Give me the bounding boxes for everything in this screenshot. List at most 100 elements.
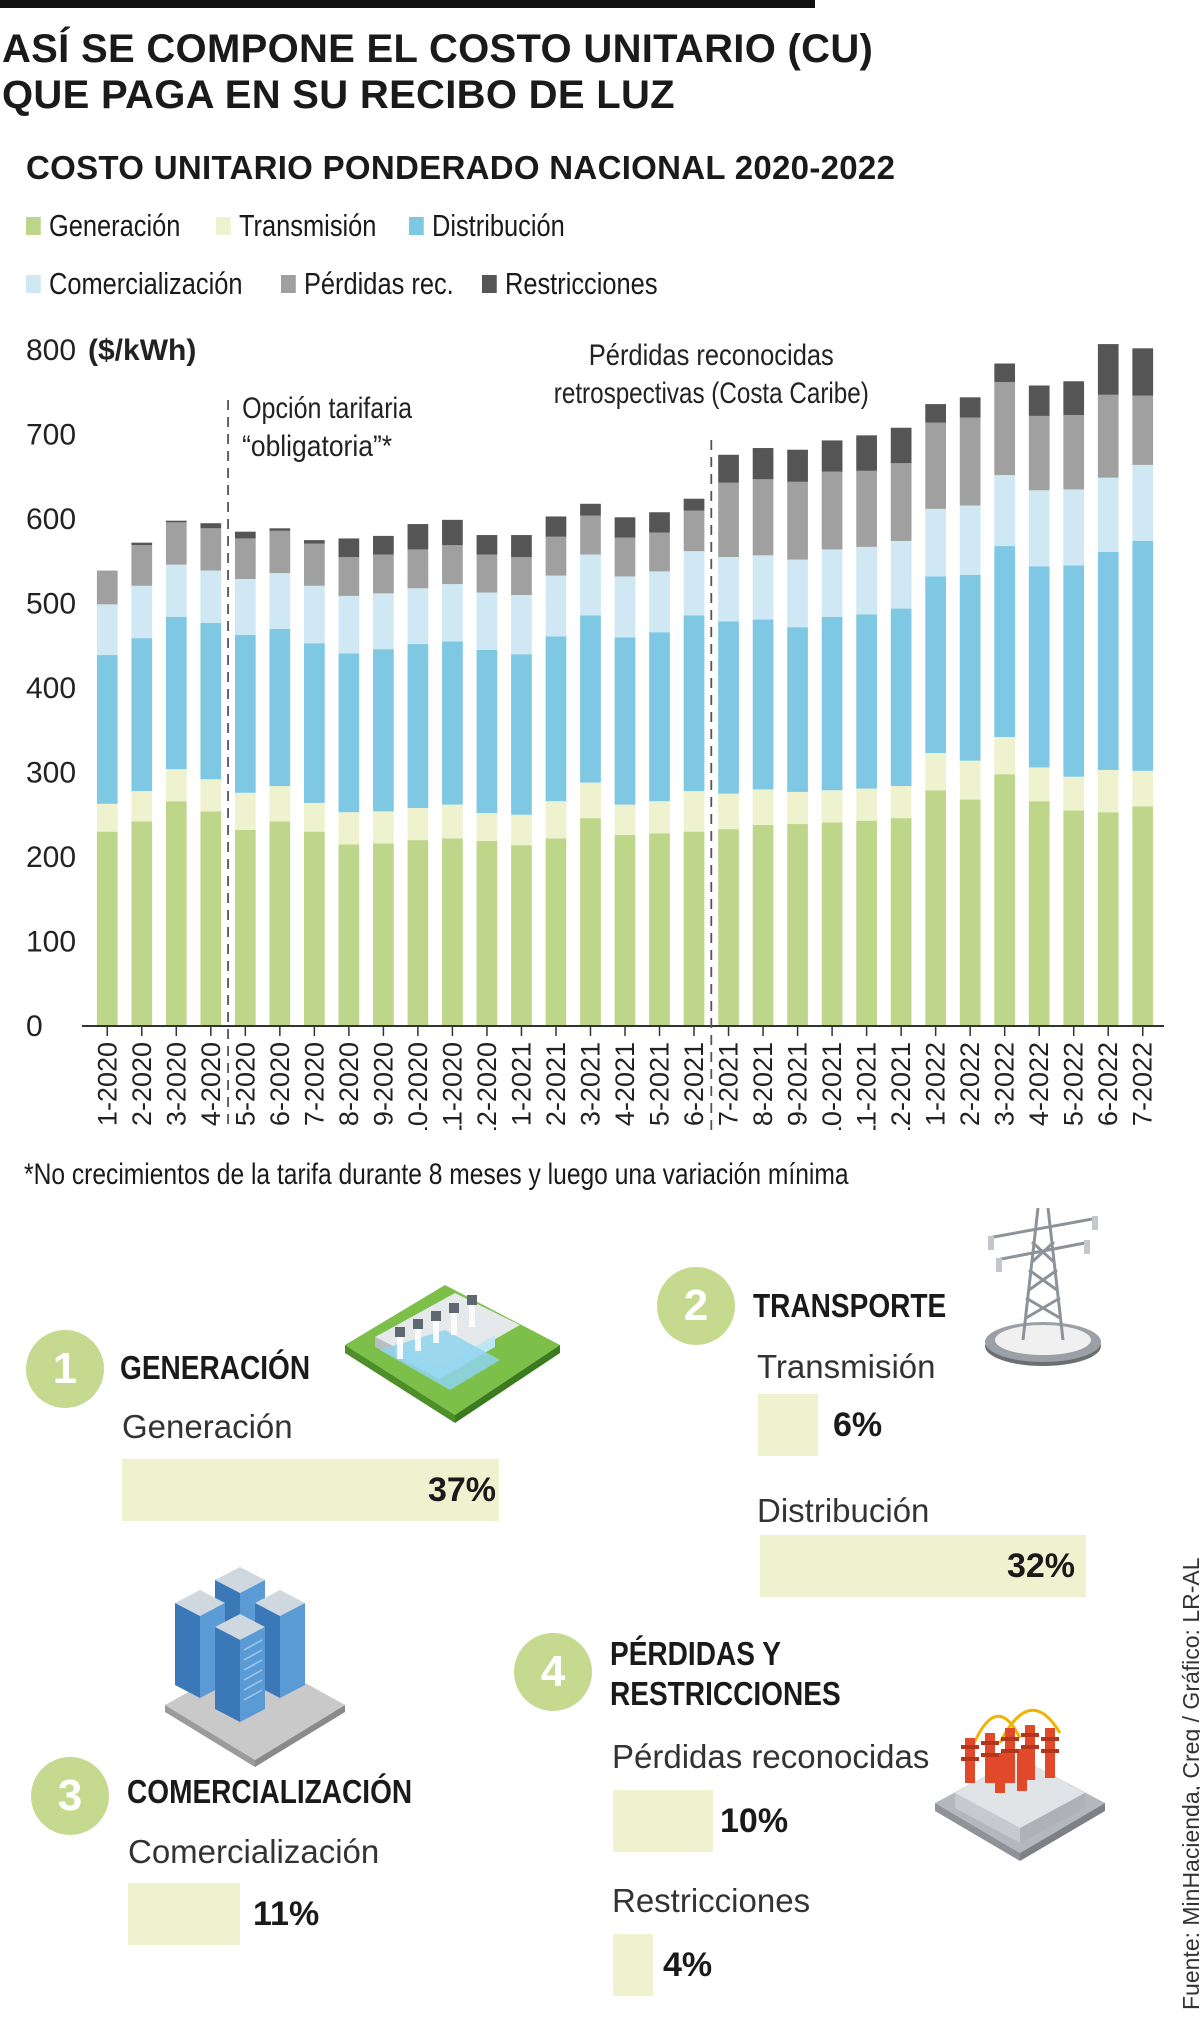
bar-segment-distribuci-n-12-2021 <box>890 608 912 787</box>
x-tick-label: 12-2021 <box>886 1042 916 1130</box>
section-title-line-2: RESTRICCIONES <box>610 1675 841 1712</box>
bar-segment-transmisi-n-1-2022 <box>925 753 946 791</box>
bar-segment-comercializaci-n-8-2020 <box>338 595 360 654</box>
bar-segment-transmisi-n-10-2020 <box>407 807 429 841</box>
bar-segment-restricciones-8-2020 <box>338 538 360 558</box>
bar-segment-distribuci-n-10-2020 <box>407 644 429 808</box>
bar-segment-distribuci-n-8-2021 <box>752 619 774 790</box>
x-tick-label: 9-2021 <box>783 1042 813 1126</box>
bar-segment-distribuci-n-2-2022 <box>959 574 981 761</box>
bar-segment-restricciones-3-2022 <box>994 363 1016 383</box>
legend-item-comercializacion: Comercialización <box>26 266 243 302</box>
bar-segment-distribuci-n-2-2021 <box>545 636 567 802</box>
bar-segment-comercializaci-n-10-2021 <box>821 549 843 618</box>
share-bar-fill <box>760 1535 1087 1597</box>
x-tick-label: 2-2022 <box>955 1042 985 1126</box>
bar-segment-transmisi-n-1-2021 <box>511 814 532 846</box>
bar-segment-p-rdidas-rec--9-2021 <box>787 481 808 560</box>
bar-segment-generaci-n-5-2020 <box>234 829 256 1026</box>
bar-segment-generaci-n-5-2022 <box>1063 810 1085 1026</box>
y-tick-label: 500 <box>26 588 76 621</box>
bar-segment-generaci-n-3-2020 <box>165 801 187 1026</box>
annotation-line-1: Opción tarifaria <box>242 392 412 425</box>
bar-segment-distribuci-n-6-2020 <box>269 628 291 787</box>
bar-segment-transmisi-n-10-2021 <box>821 790 843 823</box>
legend-item-restricciones: Restricciones <box>482 266 658 302</box>
bar-segment-distribuci-n-6-2021 <box>683 615 705 792</box>
bar-segment-transmisi-n-7-2021 <box>718 793 739 830</box>
bar-segment-transmisi-n-2-2020 <box>131 791 153 822</box>
bar-segment-restricciones-6-2020 <box>269 528 291 531</box>
bar-segment-p-rdidas-rec--6-2020 <box>269 530 291 574</box>
bar-segment-generaci-n-1-2020 <box>96 831 118 1026</box>
item-label-perdidas-reconocidas: Pérdidas reconocidas <box>612 1738 930 1775</box>
bar-segment-distribuci-n-4-2021 <box>614 637 636 805</box>
footnote: *No crecimientos de la tarifa durante 8 … <box>24 1158 849 1191</box>
bar-segment-comercializaci-n-6-2022 <box>1097 477 1119 552</box>
share-bar-distribucion: 32% <box>760 1535 1087 1597</box>
share-bar-generacion: 37% <box>122 1459 502 1521</box>
legend-swatch <box>216 216 231 235</box>
bar-segment-distribuci-n-12-2020 <box>476 649 498 814</box>
bar-segment-distribuci-n-10-2021 <box>821 617 843 791</box>
bar-segment-transmisi-n-8-2021 <box>752 789 774 825</box>
bar-segment-generaci-n-2-2022 <box>959 799 981 1026</box>
bar-segment-transmisi-n-6-2022 <box>1097 769 1119 813</box>
bar-segment-distribuci-n-11-2021 <box>856 614 877 789</box>
x-tick-label: 5-2021 <box>645 1042 675 1126</box>
bar-segment-comercializaci-n-11-2020 <box>442 584 463 642</box>
bar-segment-generaci-n-9-2020 <box>373 843 394 1026</box>
x-tick-label: 5-2022 <box>1059 1042 1089 1126</box>
bar-segment-transmisi-n-7-2020 <box>304 802 325 832</box>
x-tick-label: 6-2021 <box>679 1042 709 1126</box>
bar-segment-p-rdidas-rec--3-2022 <box>994 382 1016 476</box>
bar-segment-comercializaci-n-11-2021 <box>856 546 877 615</box>
y-tick-label: 0 <box>26 1010 43 1043</box>
bar-segment-restricciones-9-2020 <box>373 535 394 555</box>
bar-segment-restricciones-12-2020 <box>476 535 498 555</box>
bar-segment-distribuci-n-1-2022 <box>925 576 946 754</box>
y-tick-label: 400 <box>26 672 76 705</box>
x-tick-label: 11-2020 <box>437 1042 467 1130</box>
bar-segment-comercializaci-n-3-2021 <box>580 554 601 616</box>
bar-segment-restricciones-7-2020 <box>304 540 325 544</box>
bar-segment-transmisi-n-1-2020 <box>96 803 118 832</box>
bar-segment-transmisi-n-6-2021 <box>683 791 705 832</box>
bar-segment-p-rdidas-rec--12-2020 <box>476 554 498 593</box>
section-title-transporte: TRANSPORTE <box>753 1287 947 1324</box>
bar-segment-distribuci-n-4-2020 <box>200 622 222 780</box>
bar-segment-comercializaci-n-5-2022 <box>1063 489 1085 566</box>
section-number-1: 1 <box>26 1330 104 1408</box>
bar-segment-comercializaci-n-7-2022 <box>1132 464 1154 541</box>
share-value: 11% <box>253 1895 320 1933</box>
bar-segment-comercializaci-n-8-2021 <box>752 555 774 620</box>
bar-segment-restricciones-1-2021 <box>511 535 532 558</box>
bar-segment-restricciones-12-2021 <box>890 427 912 464</box>
bar-segment-transmisi-n-4-2021 <box>614 804 636 836</box>
x-tick-label: 2-2020 <box>127 1042 157 1126</box>
y-tick-label: 300 <box>26 757 76 790</box>
legend-item-generacion: Generación <box>26 208 180 244</box>
legend-item-transmision: Transmisión <box>216 208 376 244</box>
bar-segment-comercializaci-n-4-2020 <box>200 570 222 623</box>
share-bar-fill <box>613 1790 713 1852</box>
bar-segment-comercializaci-n-12-2020 <box>476 592 498 650</box>
x-tick-label: 3-2021 <box>575 1042 605 1126</box>
substation-icon <box>935 1708 1105 1861</box>
y-axis-unit: ($/kWh) <box>88 334 196 367</box>
item-label-comercializacion: Comercialización <box>128 1833 380 1870</box>
legend-item-perdidas: Pérdidas rec. <box>281 266 454 302</box>
bar-segment-p-rdidas-rec--1-2022 <box>925 422 946 509</box>
bar-segment-generaci-n-2-2021 <box>545 838 567 1026</box>
bar-segment-comercializaci-n-4-2022 <box>1028 490 1050 567</box>
x-tick-label: 1-2022 <box>921 1042 951 1126</box>
section-title-comercializacion: COMERCIALIZACIÓN <box>127 1773 413 1810</box>
bar-segment-generaci-n-1-2021 <box>511 845 532 1026</box>
bar-segment-transmisi-n-12-2021 <box>890 786 912 819</box>
legend-swatch <box>26 216 41 235</box>
bar-segment-generaci-n-12-2021 <box>890 818 912 1026</box>
bar-segment-p-rdidas-rec--3-2020 <box>165 522 187 565</box>
bar-segment-distribuci-n-8-2020 <box>338 653 360 813</box>
bar-segment-p-rdidas-rec--8-2020 <box>338 557 360 596</box>
bar-segment-distribuci-n-4-2022 <box>1028 566 1050 768</box>
